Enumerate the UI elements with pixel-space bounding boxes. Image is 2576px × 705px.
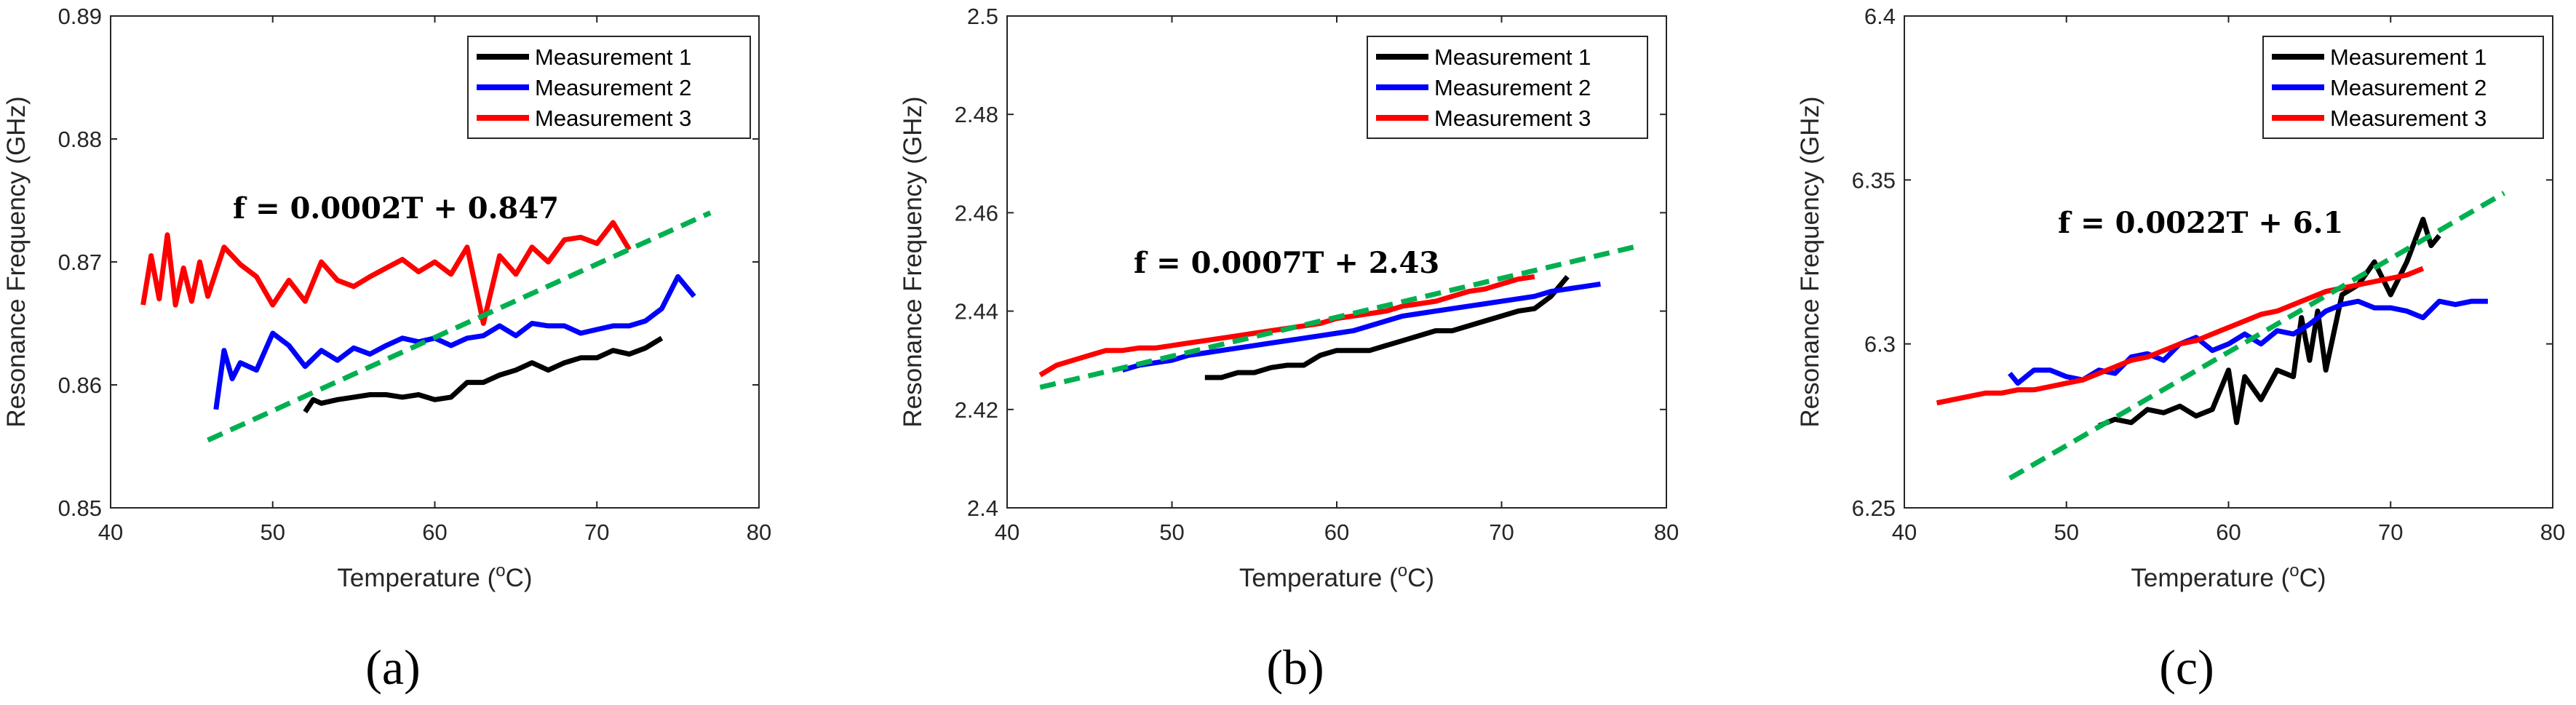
legend-label: Measurement 2 <box>535 75 691 100</box>
y-tick-label: 2.42 <box>955 397 998 423</box>
fit-line <box>1039 244 1634 390</box>
y-tick-label: 2.5 <box>967 4 998 29</box>
y-tick-label: 2.4 <box>967 495 998 521</box>
x-tick-label: 40 <box>98 519 123 545</box>
x-tick-label: 50 <box>1159 519 1184 545</box>
series-line-measurement-3 <box>140 220 632 326</box>
chart-panel: 40 50 60 70 80 0.85 0.86 0.87 0.88 0.89 Measuremen… <box>2 4 771 695</box>
legend-label: Measurement 3 <box>535 105 691 131</box>
chart-panel: 40 50 60 70 80 2.4 2.42 2.44 2.46 2.48 2.5 Measurem… <box>899 4 1679 695</box>
x-tick-label: 60 <box>422 519 447 545</box>
y-tick-label: 6.3 <box>1864 332 1896 357</box>
legend-label: Measurement 2 <box>2330 75 2486 100</box>
series-line-measurement-2 <box>1121 281 1601 373</box>
x-tick-label: 70 <box>1489 519 1514 545</box>
panel-label: (c) <box>2159 640 2214 695</box>
panel-label: (a) <box>365 640 420 695</box>
x-axis-label: Temperature (oC) <box>337 561 532 592</box>
y-tick-label: 6.25 <box>1852 495 1896 521</box>
fit-equation: f = 0.0007T + 2.43 <box>1134 246 1439 280</box>
legend-label: Measurement 1 <box>2330 44 2486 70</box>
y-tick-label: 0.86 <box>58 373 102 398</box>
x-tick-label: 50 <box>261 519 285 545</box>
x-tick-label: 80 <box>1654 519 1679 545</box>
x-tick-label: 50 <box>2054 519 2079 545</box>
fit-equation: f = 0.0022T + 6.1 <box>2058 206 2343 240</box>
y-tick-label: 0.88 <box>58 127 102 152</box>
y-tick-label: 6.35 <box>1852 167 1896 193</box>
series-line-measurement-1 <box>303 335 664 414</box>
x-axis-label: Temperature (oC) <box>1239 561 1434 592</box>
y-axis-label: Resonance Frequency (GHz) <box>899 96 927 427</box>
y-tick-label: 2.46 <box>955 200 998 226</box>
x-tick-label: 60 <box>1324 519 1349 545</box>
legend-label: Measurement 1 <box>535 44 691 70</box>
x-tick-label: 80 <box>747 519 771 545</box>
chart-panel: 40 50 60 70 80 6.25 6.3 6.35 6.4 Measurement 1 Mea… <box>1796 4 2565 695</box>
fit-line <box>2008 191 2505 481</box>
legend-label: Measurement 1 <box>1434 44 1591 70</box>
fit-line <box>207 210 712 443</box>
panel-label: (b) <box>1266 640 1324 695</box>
series-line-measurement-1 <box>2097 216 2441 429</box>
legend-label: Measurement 3 <box>1434 105 1591 131</box>
legend-label: Measurement 2 <box>1434 75 1591 100</box>
y-tick-label: 0.89 <box>58 4 102 29</box>
y-tick-label: 0.87 <box>58 250 102 275</box>
x-tick-label: 40 <box>995 519 1019 545</box>
x-tick-label: 80 <box>2540 519 2565 545</box>
y-axis-label: Resonance Frequency (GHz) <box>1796 96 1824 427</box>
series-line-measurement-2 <box>213 274 696 410</box>
y-axis-label: Resonance Frequency (GHz) <box>2 96 31 427</box>
x-tick-label: 70 <box>2378 519 2403 545</box>
x-axis-label: Temperature (oC) <box>2131 561 2326 592</box>
x-tick-label: 40 <box>1892 519 1917 545</box>
y-tick-label: 6.4 <box>1864 4 1896 29</box>
legend-label: Measurement 3 <box>2330 105 2486 131</box>
y-tick-label: 0.85 <box>58 495 102 521</box>
fit-equation: f = 0.0002T + 0.847 <box>233 191 559 226</box>
y-tick-label: 2.44 <box>955 299 998 324</box>
y-tick-label: 2.48 <box>955 102 998 127</box>
series-line-measurement-1 <box>1204 275 1570 381</box>
x-tick-label: 70 <box>584 519 609 545</box>
x-tick-label: 60 <box>2216 519 2241 545</box>
